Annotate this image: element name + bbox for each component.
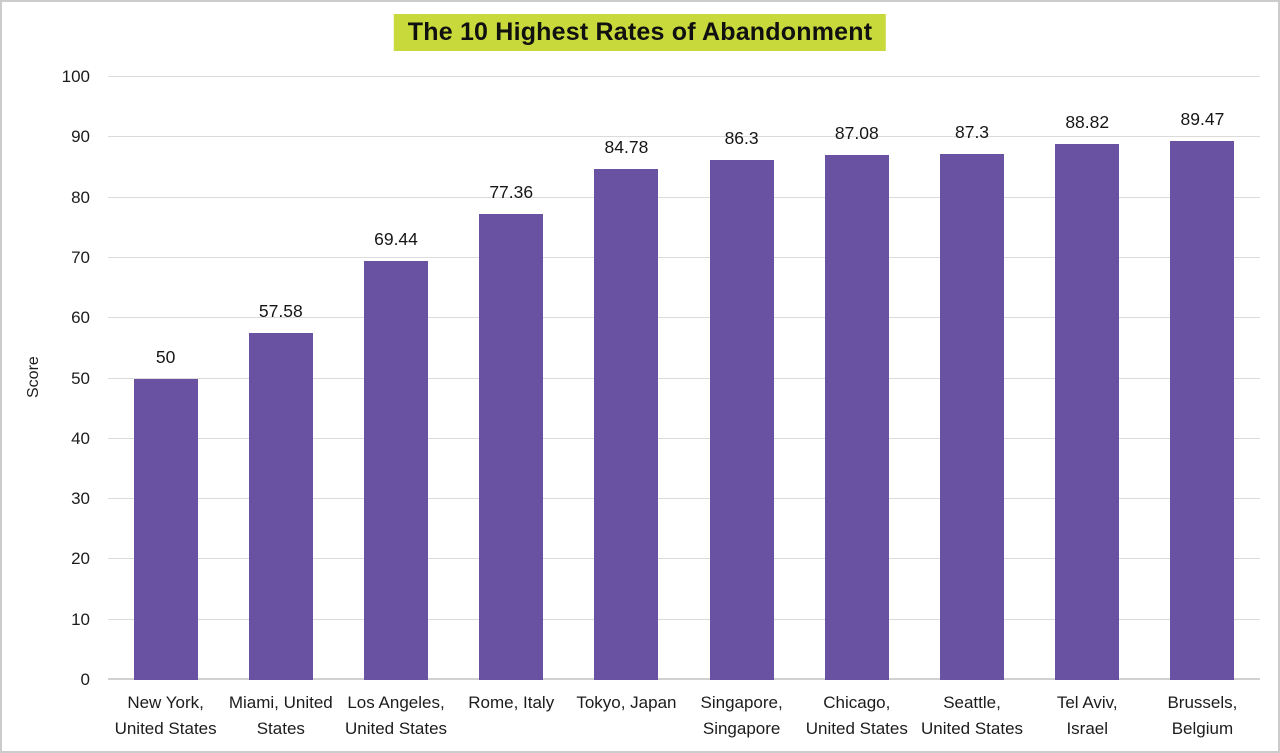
bar [364,261,428,680]
bars-row: 50 57.58 69.44 77.36 84.78 86.3 87.08 87.3 88.82… [108,77,1260,680]
bar-slot: 87.3 [914,77,1029,680]
bar [940,153,1005,680]
gridline [108,498,1260,500]
plot-area: 50 57.58 69.44 77.36 84.78 86.3 87.08 87.3 88.82… [108,76,1260,680]
x-axis-baseline [108,678,1260,680]
y-tick-label: 40 [71,428,90,448]
bar-value-label: 69.44 [374,229,418,250]
bar [248,332,313,680]
y-tick-label: 0 [80,670,90,689]
bar-value-label: 77.36 [489,181,534,202]
gridline [108,618,1260,620]
y-tick-label: 80 [71,187,90,207]
bar-slot: 88.82 [1030,77,1145,680]
x-category-label: Miami, United States [228,693,333,738]
gridline [108,256,1260,258]
bar [594,168,659,680]
bar-slot: 84.78 [569,77,684,680]
y-tick-label: 100 [61,67,90,86]
bar-value-label: 86.3 [724,127,759,148]
y-tick-label: 70 [71,247,90,267]
bar-slot: 77.36 [454,77,569,680]
bar-slot: 69.44 [338,77,453,680]
gridline [108,317,1260,319]
gridline [108,558,1260,560]
y-tick-label: 50 [71,368,90,388]
x-category-label: Chicago, United States [805,693,908,738]
bar-slot: 57.58 [223,77,338,680]
bar-value-label: 50 [155,346,176,367]
y-axis-tick-labels: 0 10 20 30 40 50 60 70 80 90 100 [2,67,90,689]
gridline [108,136,1260,138]
x-category-label: Los Angeles, United States [344,693,448,738]
x-category-label: New York, United States [114,693,217,738]
bar-slot: 87.08 [799,77,914,680]
y-tick-label: 90 [71,127,90,147]
gridline [108,437,1260,439]
y-tick-label: 20 [71,549,90,569]
bar [133,378,198,680]
bar-value-label: 87.08 [834,122,879,143]
bar-value-label: 87.3 [954,121,990,142]
x-category-label: Tokyo, Japan [576,693,677,712]
bar-slot: 86.3 [684,77,799,680]
gridline [108,76,1260,77]
bar [824,154,889,680]
bar-value-label: 84.78 [604,136,649,157]
x-category-label: Tel Aviv, Israel [1056,693,1118,738]
bar [479,213,544,680]
bar [1170,140,1235,680]
x-category-label: Seattle, United States [920,693,1024,738]
gridline [108,377,1260,379]
bar-value-label: 57.58 [258,300,303,321]
gridline [108,196,1260,198]
x-category-label: Brussels, Belgium [1167,693,1238,738]
y-tick-label: 10 [71,609,90,629]
x-category-label: Rome, Italy [468,693,555,712]
bar [709,159,774,680]
x-category-label: Singapore, Singapore [700,693,783,738]
bar-slot: 89.47 [1145,77,1260,680]
y-tick-label: 30 [71,489,90,509]
x-axis-category-labels: New York, United States Miami, United Sta… [108,690,1260,742]
y-tick-label: 60 [71,308,90,328]
bar [1055,144,1120,680]
bar-value-label: 89.47 [1180,108,1225,129]
bar-slot: 50 [108,77,223,680]
bar-value-label: 88.82 [1065,112,1110,133]
chart-title: The 10 Highest Rates of Abandonment [393,14,887,51]
